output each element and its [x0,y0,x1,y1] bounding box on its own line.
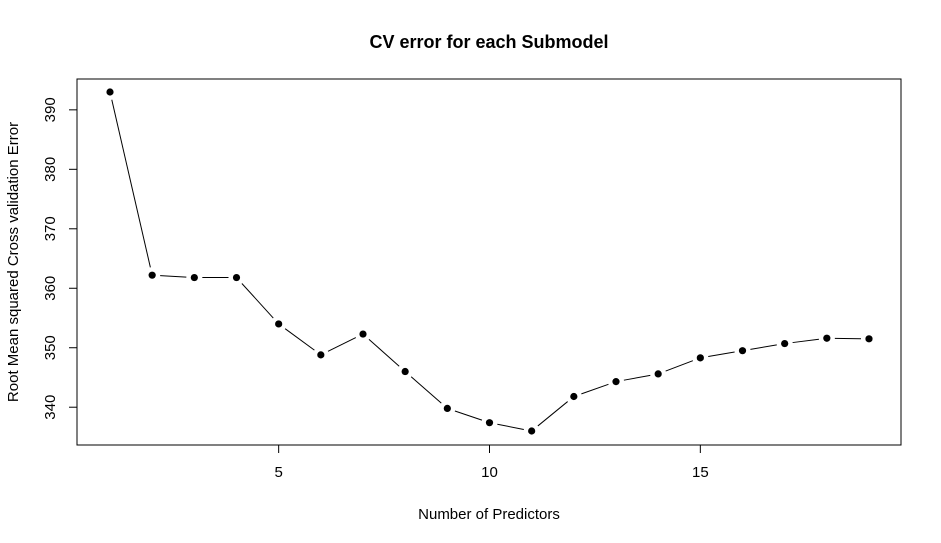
y-tick-label: 340 [42,395,59,420]
series-line-segment [750,344,777,350]
y-tick-label: 350 [42,335,59,360]
x-axis-label: Number of Predictors [418,506,560,523]
series-line-segment [537,401,568,427]
data-point [106,88,114,96]
data-point [865,335,873,343]
data-point [232,273,241,282]
data-point [612,378,620,386]
data-point [781,339,789,348]
series-line-segment [241,283,274,319]
series-line-segment [792,338,819,344]
data-point [317,351,325,359]
y-axis-label: Root Mean squared Cross validation Error [5,122,22,402]
series-line-segment [327,337,357,352]
data-point [570,392,578,401]
series-line-segment [111,99,151,268]
series-line-segment [284,328,315,351]
axes: 5 10 15 340 350 360 370 380 390 [42,97,709,481]
series-line-segment [665,360,694,372]
series-line-segment [368,338,400,367]
data-point [359,330,367,338]
x-tick-label: 5 [274,464,282,481]
data-series [106,88,873,435]
data-point [528,427,536,435]
data-point [696,354,704,362]
y-tick-label: 360 [42,276,59,301]
data-point [275,320,283,328]
plot-frame [76,78,902,446]
data-point [738,347,747,355]
series-line-segment [410,376,442,404]
chart-title: CV error for each Submodel [369,32,608,52]
data-point [148,271,156,279]
data-point [401,367,409,376]
x-tick-label: 15 [692,464,709,481]
series-line-segment [160,275,187,278]
x-tick-label: 10 [481,464,498,481]
data-point [823,334,831,342]
y-tick-label: 390 [42,97,59,122]
data-point [654,370,662,378]
series-line-segment [581,383,609,395]
series-line-segment [454,410,483,421]
series-line-segment [708,351,735,358]
data-point [485,419,494,427]
series-line-segment [497,423,524,430]
data-point [443,404,451,412]
series-line-segment [623,374,651,381]
y-tick-label: 370 [42,216,59,241]
y-tick-label: 380 [42,157,59,182]
data-point [190,273,198,282]
